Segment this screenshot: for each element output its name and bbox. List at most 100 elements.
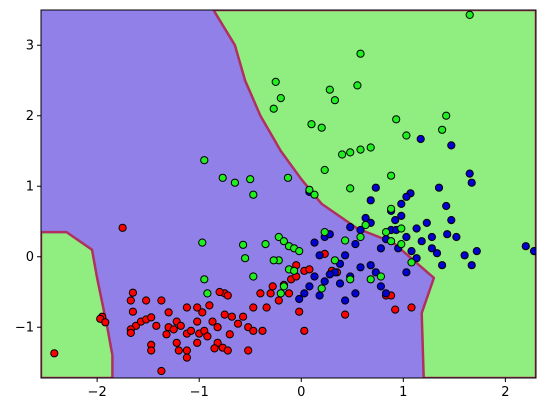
point-s1-7 [452, 232, 461, 242]
point-s0-48 [249, 326, 258, 335]
point-s0-0 [50, 349, 59, 358]
point-s0-1 [118, 223, 127, 232]
point-s0-36 [208, 317, 217, 326]
point-s0-21 [162, 330, 171, 339]
point-s2-48 [356, 232, 365, 242]
point-s2-15 [346, 148, 355, 157]
point-s0-18 [157, 296, 166, 305]
point-s1-53 [381, 289, 391, 298]
y-tick-label: 0 [26, 250, 34, 265]
point-s2-31 [241, 254, 250, 263]
point-s2-4 [330, 96, 339, 105]
point-s2-50 [376, 272, 385, 281]
point-s2-41 [279, 282, 288, 291]
point-s0-54 [274, 296, 283, 305]
point-s2-30 [239, 240, 248, 249]
point-s2-29 [198, 238, 207, 247]
point-s0-26 [182, 303, 191, 312]
point-s2-14 [338, 150, 347, 159]
point-s0-74 [186, 326, 196, 335]
point-s1-30 [305, 282, 314, 291]
point-s1-57 [346, 223, 355, 232]
point-s2-6 [276, 94, 285, 103]
point-s0-11 [126, 328, 135, 337]
point-s0-4 [101, 318, 110, 327]
point-s2-11 [402, 131, 411, 140]
point-s1-9 [467, 261, 476, 270]
point-s0-32 [193, 338, 202, 347]
point-s2-61 [200, 275, 209, 284]
point-s0-73 [203, 332, 212, 341]
point-s0-14 [147, 313, 156, 322]
point-s2-55 [346, 275, 355, 284]
point-s2-5 [353, 81, 362, 90]
point-s2-47 [341, 236, 350, 245]
point-s0-62 [300, 326, 309, 335]
point-s0-44 [233, 319, 243, 328]
point-s2-23 [249, 190, 258, 199]
point-s0-6 [126, 296, 135, 305]
point-s1-31 [300, 289, 309, 298]
point-s2-24 [283, 173, 293, 182]
point-s2-7 [269, 104, 278, 113]
point-s0-78 [244, 346, 253, 355]
point-s2-32 [261, 240, 270, 249]
point-s1-39 [335, 279, 345, 288]
x-tick-label: −1 [190, 385, 209, 400]
point-s2-42 [276, 289, 285, 298]
point-s1-21 [366, 196, 375, 205]
point-s0-50 [258, 326, 267, 335]
point-s0-28 [182, 353, 191, 362]
point-s1-50 [432, 249, 442, 258]
plot-area [41, 10, 536, 378]
point-s0-42 [225, 330, 234, 339]
point-s0-76 [215, 287, 224, 297]
point-s2-0 [465, 10, 474, 19]
point-s0-17 [147, 346, 156, 355]
point-s0-8 [142, 296, 151, 305]
x-tick-label: −2 [88, 385, 107, 400]
point-s0-22 [169, 325, 178, 334]
point-s0-15 [152, 321, 161, 330]
point-s2-18 [387, 171, 396, 180]
point-s0-43 [227, 312, 236, 321]
point-s1-42 [366, 261, 375, 270]
point-s1-2 [447, 141, 456, 150]
point-s1-41 [356, 263, 365, 272]
point-s0-49 [256, 289, 265, 298]
point-s2-58 [387, 204, 396, 213]
point-s1-46 [407, 247, 416, 256]
point-s0-60 [305, 265, 314, 274]
y-tick-label: 2 [26, 109, 34, 124]
point-s1-55 [351, 289, 360, 298]
point-s2-26 [310, 190, 319, 199]
point-s1-38 [325, 270, 334, 279]
point-s0-41 [223, 291, 232, 300]
point-s2-37 [295, 247, 304, 256]
point-s2-54 [407, 258, 416, 267]
point-s1-16 [391, 216, 400, 225]
point-s2-53 [397, 240, 406, 249]
point-s0-81 [182, 346, 191, 355]
point-s0-33 [198, 308, 207, 317]
plot-frame [40, 9, 537, 379]
point-s2-1 [356, 49, 365, 58]
point-s2-16 [356, 145, 365, 154]
point-s0-19 [164, 308, 173, 317]
point-s1-1 [467, 178, 476, 187]
point-s2-44 [249, 272, 258, 281]
point-s1-36 [310, 238, 319, 247]
point-s0-80 [210, 344, 219, 353]
point-s2-20 [218, 173, 227, 182]
point-s1-0 [465, 169, 474, 178]
point-s1-29 [310, 272, 319, 281]
y-tick-label: 1 [26, 180, 34, 195]
x-tick-label: 0 [297, 385, 305, 400]
point-s1-10 [472, 247, 481, 256]
point-s2-17 [366, 143, 375, 152]
point-s0-35 [205, 301, 214, 310]
point-s2-56 [330, 256, 339, 265]
point-s2-45 [203, 289, 212, 298]
point-s0-72 [220, 310, 229, 319]
point-s1-19 [376, 244, 385, 253]
